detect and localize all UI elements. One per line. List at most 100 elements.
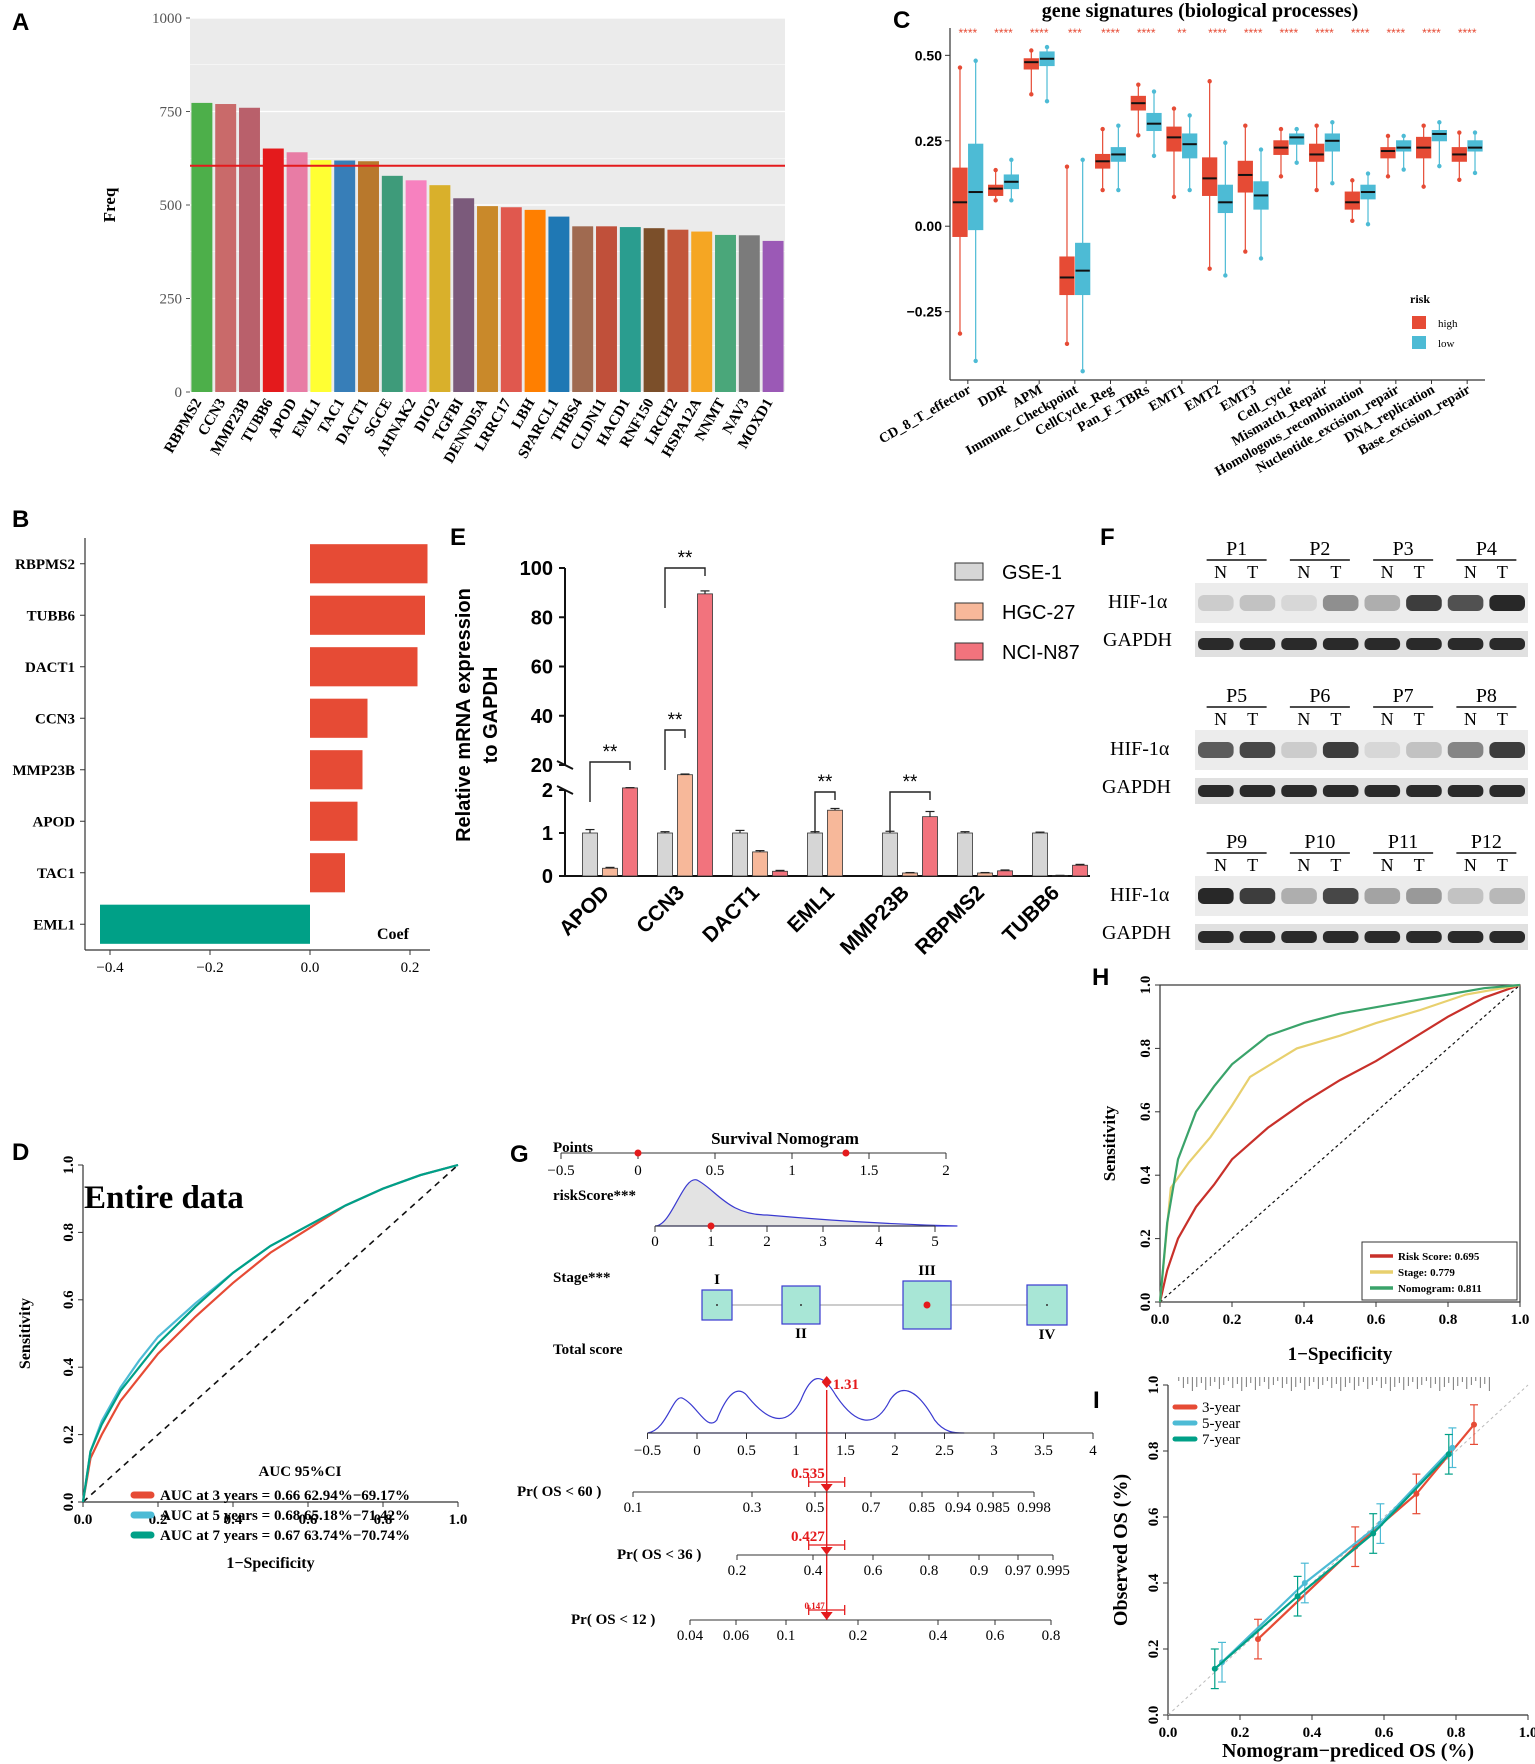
calibration-curve-7-year	[1214, 1453, 1450, 1670]
outlier-point	[1029, 48, 1034, 53]
patient-label: P12	[1471, 831, 1502, 853]
stage-point	[1046, 1304, 1048, 1306]
outlier-point	[1044, 44, 1050, 50]
hif-band	[1489, 888, 1525, 904]
panel-c-gene-signature-boxplot: gene signatures (biological processes) −0…	[877, 0, 1485, 480]
legend-label: HGC-27	[1002, 602, 1075, 624]
os36-marker-value: 0.427	[791, 1529, 825, 1545]
total-tick-label: −0.5	[634, 1443, 661, 1459]
lane-label: T	[1247, 562, 1258, 582]
panel-label-e: E	[450, 524, 466, 551]
coef-bar	[310, 544, 428, 584]
outlier-point	[1350, 218, 1355, 223]
total-tick-label: 4	[1089, 1443, 1097, 1459]
y-tick-label: 0.6	[61, 1290, 77, 1309]
y-tick-label: 750	[160, 105, 183, 121]
bar	[381, 175, 403, 392]
outlier-point	[1100, 126, 1105, 132]
os12-marker-value: 0.147	[804, 1601, 825, 1611]
outlier-point	[1437, 163, 1442, 169]
curve-nomogram	[1158, 983, 1521, 1303]
total-tick-label: 0.5	[737, 1443, 756, 1459]
hif-band	[1281, 742, 1317, 758]
outlier-point	[1350, 178, 1355, 183]
points-tick-label: 2	[942, 1163, 950, 1179]
x-axis-label: 1−Specificity	[226, 1555, 314, 1572]
legend-label: AUC at 3 years = 0.66 62.94%−69.17%	[160, 1488, 410, 1504]
expression-bar	[602, 867, 618, 877]
points-tick-label: −0.5	[547, 1163, 574, 1179]
points-tick-label: 1	[788, 1163, 796, 1179]
y-axis-label: Observed OS (%)	[1110, 1474, 1132, 1626]
expression-bar	[752, 851, 768, 877]
hif-band	[1322, 742, 1359, 758]
calibration-point	[1471, 1421, 1477, 1428]
nomogram-title: Survival Nomogram	[711, 1129, 859, 1148]
total-tick-label: 2.5	[935, 1443, 954, 1459]
outlier-point	[1330, 120, 1335, 125]
outlier-point	[1136, 82, 1141, 87]
y-tick-label: TAC1	[37, 866, 75, 882]
outlier-point	[1100, 187, 1105, 193]
x-tick-label: TUBB6	[998, 881, 1064, 947]
row-label-hif: HIF-1α	[1110, 738, 1170, 760]
outlier-point	[1472, 170, 1478, 176]
lane-label: T	[1497, 709, 1508, 729]
legend-swatch	[1412, 336, 1426, 349]
y-tick-label: 0.4	[1146, 1573, 1162, 1592]
row-label-total-score: Total score	[553, 1342, 623, 1358]
y-tick-label: 0.50	[915, 47, 942, 63]
box	[1380, 147, 1396, 159]
y-tick-label: 0.0	[1138, 1293, 1154, 1312]
significance-bracket	[889, 791, 931, 832]
legend-title: risk	[1410, 292, 1430, 306]
stage-level-label: IV	[1039, 1327, 1056, 1343]
legend-label: low	[1438, 338, 1455, 350]
legend-swatch	[954, 642, 984, 661]
significance-label: ****	[1137, 26, 1156, 40]
bar	[215, 104, 237, 393]
significance-bracket	[664, 567, 706, 608]
significance-label: **	[818, 772, 833, 793]
outlier-point	[1401, 133, 1406, 139]
y-tick-label: 1.0	[61, 1156, 77, 1175]
calibration-point	[1294, 1593, 1301, 1600]
legend-swatch	[954, 562, 984, 581]
y-tick-label: 0	[542, 866, 553, 888]
legend-label: Stage: 0.779	[1398, 1267, 1455, 1279]
significance-label: ****	[958, 26, 977, 40]
hif-band	[1239, 742, 1276, 758]
box	[1217, 184, 1233, 214]
lane-label: N	[1214, 709, 1227, 729]
patient-label: P1	[1226, 538, 1247, 560]
os36-tick-label: 0.9	[970, 1563, 989, 1579]
x-tick-label: 1.0	[1519, 1725, 1535, 1741]
os60-tick-label: 0.1	[624, 1500, 643, 1516]
hif-band	[1198, 888, 1234, 904]
significance-label: ****	[1386, 26, 1405, 40]
y-tick-label: 1.0	[1146, 1376, 1162, 1395]
hif-band	[1364, 742, 1401, 758]
gapdh-band	[1447, 931, 1484, 943]
row-label-hif: HIF-1α	[1110, 884, 1170, 906]
gapdh-band	[1322, 931, 1359, 943]
box	[1202, 157, 1218, 196]
patient-label: P4	[1476, 538, 1497, 560]
outlier-point	[1457, 177, 1462, 182]
expression-bar	[677, 774, 693, 877]
y-axis-label: Sensitivity	[17, 1298, 34, 1369]
coef-bar	[310, 595, 425, 635]
expression-bar	[922, 816, 938, 877]
lane-label: T	[1330, 562, 1341, 582]
patient-label: P7	[1393, 685, 1414, 707]
outlier-point	[1064, 164, 1070, 169]
chart-title: gene signatures (biological processes)	[1042, 0, 1358, 22]
panel-i-calibration-plot: 0.00.0 0.2 0.2 0.4 0.4 0.6 0.6 0.8 0.8 1.0 1.0 Nomo…	[1110, 1376, 1535, 1762]
x-tick-label: MMP23B	[836, 881, 914, 959]
expression-bar	[657, 832, 673, 877]
y-tick-label: 0.6	[1138, 1102, 1154, 1121]
y-tick-label: 250	[160, 292, 183, 308]
y-tick-label: 0.2	[61, 1425, 77, 1444]
total-tick-label: 3.5	[1034, 1443, 1053, 1459]
outlier-point	[1116, 123, 1121, 128]
